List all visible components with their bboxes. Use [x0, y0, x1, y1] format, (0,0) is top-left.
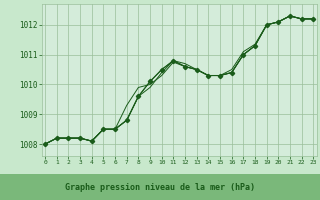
Text: Graphe pression niveau de la mer (hPa): Graphe pression niveau de la mer (hPa) — [65, 184, 255, 192]
